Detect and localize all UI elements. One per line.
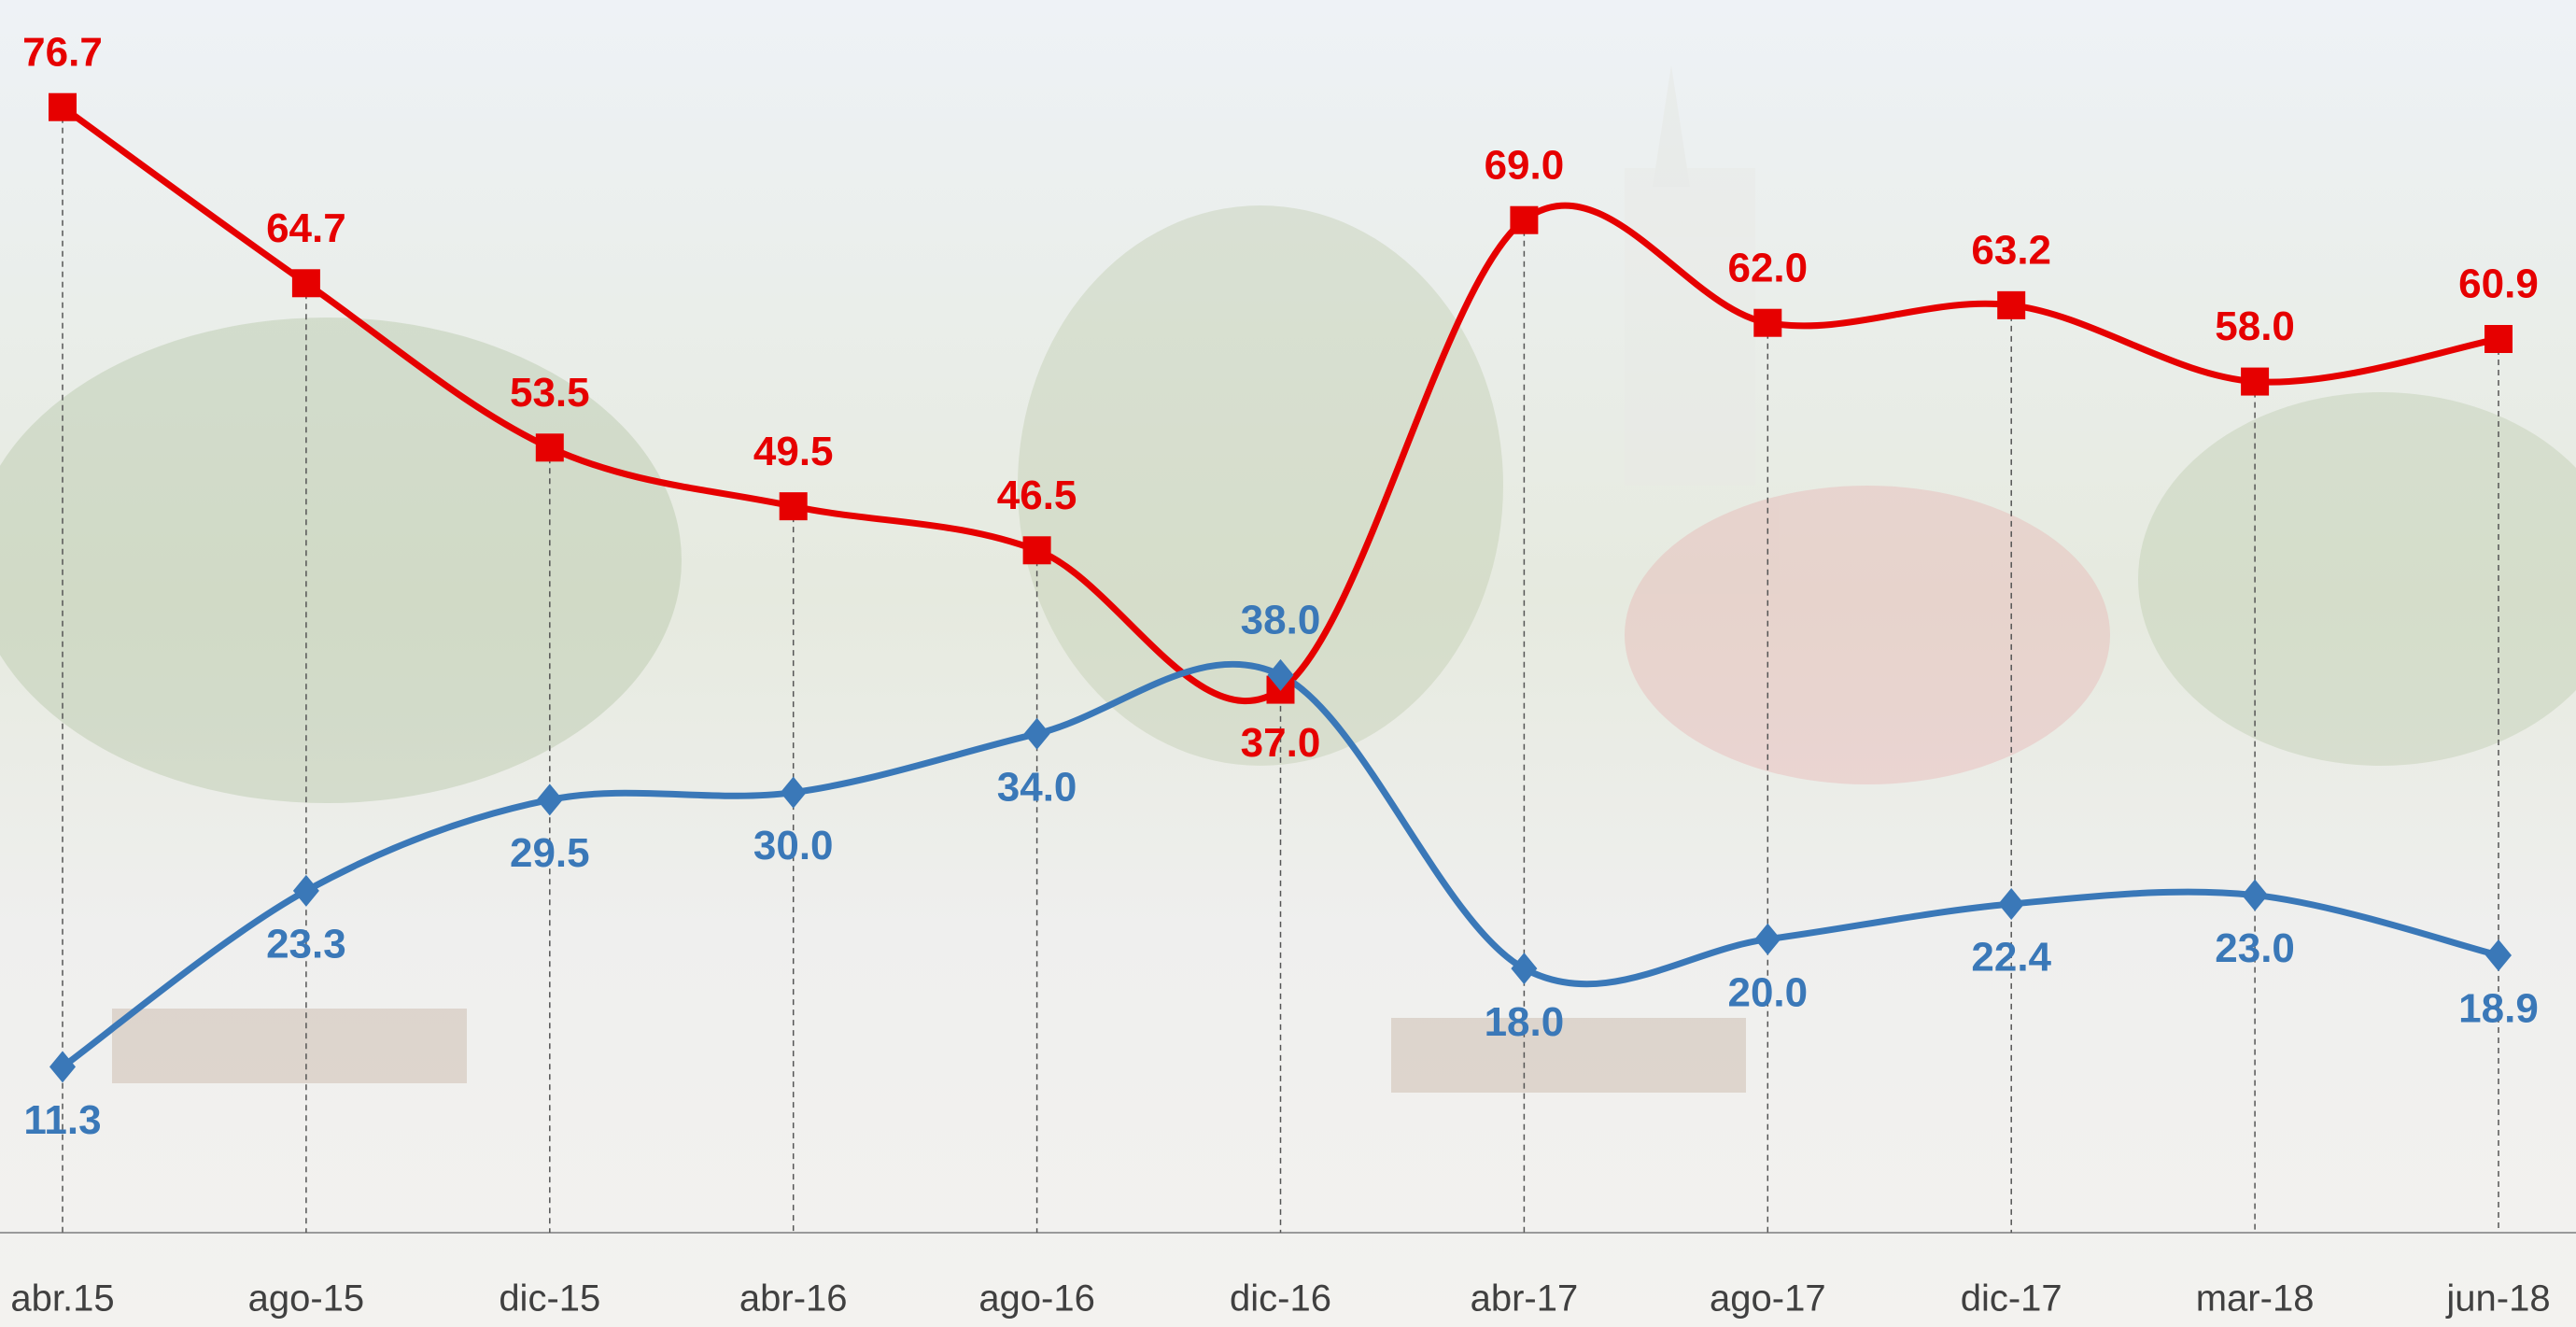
- data-label: 23.3: [266, 921, 346, 967]
- marker-square: [49, 92, 77, 121]
- data-label: 38.0: [1241, 597, 1321, 642]
- marker-square: [2485, 325, 2513, 353]
- data-label: 37.0: [1241, 720, 1321, 766]
- x-tick-label: ago-16: [978, 1278, 1095, 1320]
- data-label: 49.5: [753, 429, 834, 474]
- x-tick-label: dic-15: [499, 1278, 600, 1320]
- data-label: 63.2: [1971, 227, 2051, 273]
- data-label: 23.0: [2215, 925, 2295, 971]
- marker-square: [1753, 308, 1782, 337]
- marker-square: [291, 269, 320, 298]
- data-label: 64.7: [266, 205, 346, 251]
- markers: [49, 92, 2513, 1083]
- marker-square: [779, 492, 808, 521]
- marker-diamond: [2242, 879, 2269, 911]
- marker-diamond: [2485, 939, 2512, 971]
- data-label: 58.0: [2215, 304, 2295, 349]
- data-label: 34.0: [997, 764, 1077, 810]
- marker-square: [535, 433, 564, 462]
- series-line: [60, 104, 2499, 705]
- photo-scenery: [0, 65, 2576, 1093]
- x-tick-label: ago-15: [248, 1278, 365, 1320]
- x-tick-label: jun-18: [2445, 1278, 2550, 1320]
- labels: abr.15 ago-15 dic-15 abr-16 ago-16 dic-16 abr-…: [10, 29, 2550, 1319]
- marker-diamond: [536, 783, 563, 816]
- marker-diamond: [49, 1051, 76, 1083]
- data-label: 62.0: [1727, 245, 1808, 290]
- data-label: 46.5: [997, 473, 1077, 518]
- data-label: 18.9: [2458, 986, 2539, 1032]
- marker-square: [2241, 367, 2270, 396]
- marker-square: [1997, 290, 2026, 319]
- data-label: 60.9: [2458, 261, 2539, 307]
- x-tick-label: dic-17: [1961, 1278, 2062, 1320]
- x-tick-label: abr-16: [739, 1278, 848, 1320]
- data-label: 11.3: [23, 1097, 101, 1143]
- data-label: 76.7: [22, 29, 103, 75]
- x-tick-label: dic-16: [1230, 1278, 1331, 1320]
- x-tick-label: ago-17: [1710, 1278, 1826, 1320]
- marker-square: [1022, 536, 1051, 565]
- marker-diamond: [1023, 717, 1050, 750]
- data-label: 22.4: [1971, 935, 2051, 981]
- marker-diamond: [292, 874, 319, 907]
- data-label: 18.0: [1485, 999, 1565, 1045]
- data-label: 53.5: [510, 370, 590, 416]
- drop-lines: [62, 106, 2499, 1233]
- x-tick-label: abr-17: [1471, 1278, 1579, 1320]
- marker-diamond: [1511, 953, 1538, 985]
- data-label: 29.5: [510, 830, 590, 876]
- marker-diamond: [1998, 888, 2025, 920]
- data-label: 20.0: [1727, 969, 1808, 1015]
- marker-square: [1510, 205, 1539, 234]
- x-tick-label: mar-18: [2196, 1278, 2315, 1320]
- marker-diamond: [1754, 923, 1781, 955]
- data-label: 30.0: [753, 823, 834, 868]
- marker-diamond: [1267, 658, 1294, 691]
- x-tick-label: abr.15: [10, 1278, 114, 1320]
- marker-diamond: [780, 776, 807, 809]
- data-label: 69.0: [1485, 142, 1565, 188]
